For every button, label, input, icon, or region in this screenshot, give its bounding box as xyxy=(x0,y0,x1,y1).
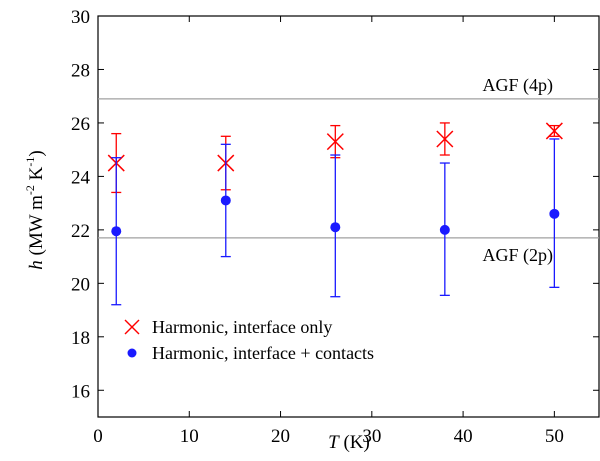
reference-line-label: AGF (2p) xyxy=(483,245,554,266)
data-point-circle xyxy=(111,226,122,237)
reference-line-label: AGF (4p) xyxy=(483,75,554,96)
x-tick-label: 40 xyxy=(454,426,473,447)
data-point-circle xyxy=(439,224,450,235)
y-tick-label: 16 xyxy=(71,381,90,402)
y-tick-label: 28 xyxy=(71,60,90,81)
legend-label-interface-contacts: Harmonic, interface + contacts xyxy=(152,343,374,363)
data-point-circle xyxy=(330,222,341,233)
data-point-x xyxy=(326,133,344,151)
x-tick-label: 30 xyxy=(362,426,381,447)
legend-label-interface-only: Harmonic, interface only xyxy=(152,317,332,337)
axis-ticks: 0 10 20 30 40 50 16 18 20 22 24 26 28 30 xyxy=(71,7,599,447)
data-point-circle xyxy=(549,208,560,219)
x-tick-label: 10 xyxy=(180,426,199,447)
x-tick-label: 50 xyxy=(545,426,564,447)
x-axis-label: T (K) xyxy=(328,432,370,453)
y-tick-label: 24 xyxy=(71,167,91,188)
data-point-x xyxy=(436,130,454,148)
plot-area xyxy=(97,15,600,418)
plot-frame xyxy=(97,15,600,418)
x-tick-label: 20 xyxy=(271,426,290,447)
data-point-circle xyxy=(220,195,231,206)
series-interface-contacts xyxy=(111,138,560,306)
reference-lines: AGF (4p) AGF (2p) xyxy=(98,75,599,266)
y-axis-label: h (MW m-2 K-1) xyxy=(23,150,47,269)
legend: Harmonic, interface only Harmonic, inter… xyxy=(124,317,374,363)
x-tick-label: 0 xyxy=(93,426,103,447)
series-interface-only xyxy=(107,122,563,194)
data-point-x xyxy=(545,122,563,140)
legend-marker-circle xyxy=(127,348,137,358)
legend-marker-x xyxy=(124,319,140,335)
y-tick-label: 20 xyxy=(71,274,90,295)
y-tick-label: 26 xyxy=(71,114,90,135)
series-layer xyxy=(107,122,563,306)
y-tick-label: 22 xyxy=(71,221,90,242)
y-tick-label: 30 xyxy=(71,7,90,28)
y-tick-label: 18 xyxy=(71,328,90,349)
